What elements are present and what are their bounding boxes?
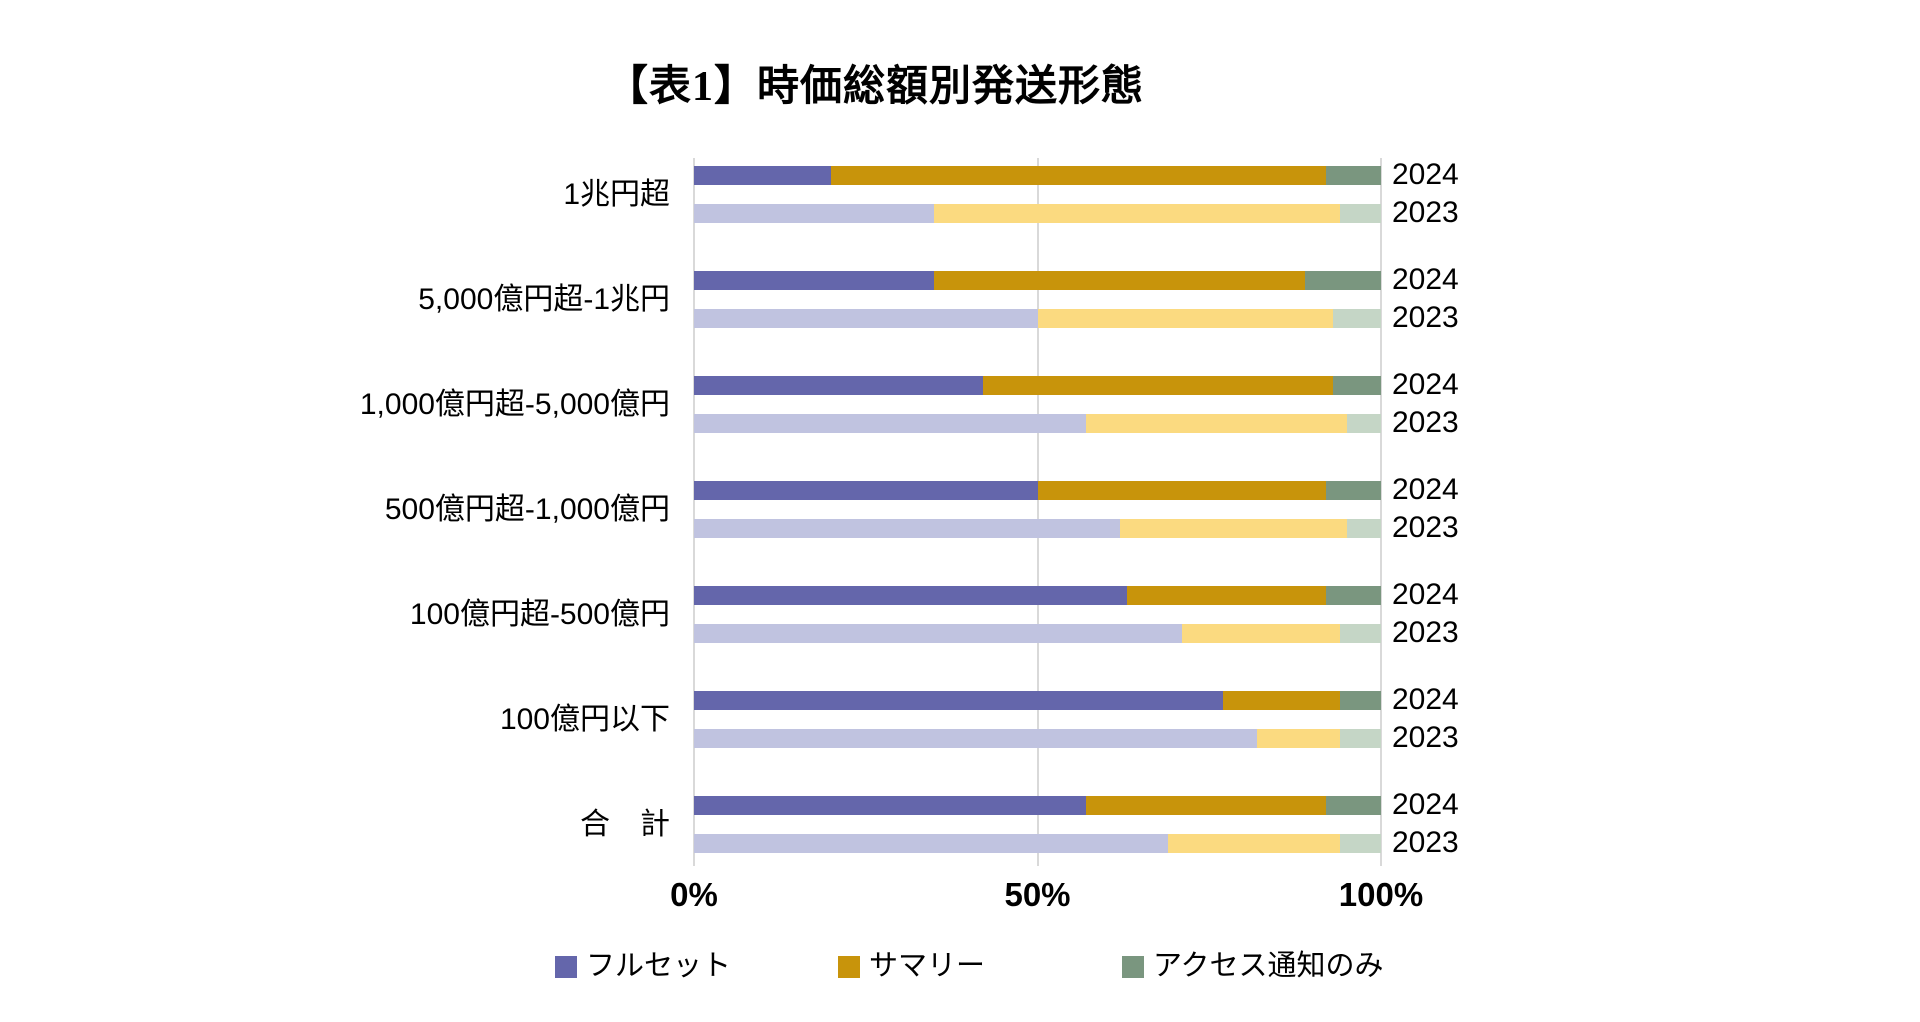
segment-サマリー-2024 bbox=[1126, 586, 1327, 605]
year-label: 2023 bbox=[1392, 721, 1459, 754]
segment-フルセット-2024 bbox=[694, 376, 983, 395]
segment-アクセス通知のみ-2024 bbox=[1326, 166, 1381, 185]
x-tick-label-100pct: 100% bbox=[1338, 876, 1424, 913]
stacked-bar-2023 bbox=[694, 414, 1381, 433]
legend-swatch-icon bbox=[838, 955, 860, 978]
segment-フルセット-2023 bbox=[694, 204, 935, 223]
year-label: 2023 bbox=[1392, 826, 1459, 859]
segment-サマリー-2023 bbox=[1037, 309, 1333, 328]
x-tick-label-50pct: 50% bbox=[1004, 876, 1071, 913]
segment-サマリー-2023 bbox=[1119, 519, 1347, 538]
segment-アクセス通知のみ-2023 bbox=[1346, 519, 1381, 538]
gridline-50 bbox=[1036, 158, 1039, 866]
segment-サマリー-2023 bbox=[1085, 414, 1347, 433]
segment-サマリー-2024 bbox=[934, 271, 1306, 290]
segment-フルセット-2023 bbox=[694, 624, 1182, 643]
year-label: 2024 bbox=[1392, 368, 1459, 401]
year-label: 2023 bbox=[1392, 301, 1459, 334]
legend-label: サマリー bbox=[869, 950, 986, 982]
segment-フルセット-2023 bbox=[694, 834, 1169, 853]
stacked-bar-2024 bbox=[694, 376, 1381, 395]
x-tick-label-0pct: 0% bbox=[670, 876, 718, 913]
segment-フルセット-2023 bbox=[694, 729, 1258, 748]
year-label: 2023 bbox=[1392, 616, 1459, 649]
segment-フルセット-2024 bbox=[694, 691, 1223, 710]
stacked-bar-2023 bbox=[694, 834, 1381, 853]
segment-サマリー-2024 bbox=[1085, 796, 1327, 815]
segment-サマリー-2024 bbox=[982, 376, 1333, 395]
stacked-bar-2023 bbox=[694, 519, 1381, 538]
segment-アクセス通知のみ-2024 bbox=[1339, 691, 1381, 710]
legend-label: アクセス通知のみ bbox=[1153, 950, 1384, 982]
segment-アクセス通知のみ-2024 bbox=[1326, 586, 1381, 605]
legend-label: フルセット bbox=[586, 950, 732, 982]
segment-サマリー-2023 bbox=[1257, 729, 1340, 748]
category-label: 5,000億円超-1兆円 bbox=[418, 283, 670, 316]
segment-フルセット-2023 bbox=[694, 414, 1086, 433]
year-label: 2024 bbox=[1392, 473, 1459, 506]
segment-アクセス通知のみ-2023 bbox=[1339, 204, 1381, 223]
legend-item: アクセス通知のみ bbox=[1122, 952, 1384, 981]
segment-アクセス通知のみ-2024 bbox=[1326, 481, 1381, 500]
segment-サマリー-2023 bbox=[934, 204, 1340, 223]
segment-アクセス通知のみ-2023 bbox=[1346, 414, 1381, 433]
category-label: 100億円超-500億円 bbox=[409, 598, 670, 631]
year-label: 2024 bbox=[1392, 788, 1459, 821]
stacked-bar-2023 bbox=[694, 624, 1381, 643]
stacked-bar-2023 bbox=[694, 309, 1381, 328]
segment-アクセス通知のみ-2023 bbox=[1332, 309, 1381, 328]
segment-アクセス通知のみ-2023 bbox=[1339, 624, 1381, 643]
category-label: 1,000億円超-5,000億円 bbox=[359, 388, 670, 421]
gridline-0 bbox=[693, 158, 695, 866]
segment-フルセット-2024 bbox=[694, 796, 1086, 815]
category-label: 合 計 bbox=[580, 808, 670, 841]
category-label: 500億円超-1,000億円 bbox=[384, 493, 670, 526]
year-label: 2024 bbox=[1392, 683, 1459, 716]
segment-サマリー-2023 bbox=[1181, 624, 1340, 643]
segment-フルセット-2024 bbox=[694, 271, 935, 290]
year-label: 2023 bbox=[1392, 406, 1459, 439]
segment-フルセット-2024 bbox=[694, 166, 832, 185]
year-label: 2023 bbox=[1392, 196, 1459, 229]
year-label: 2024 bbox=[1392, 263, 1459, 296]
gridline-100 bbox=[1380, 158, 1382, 866]
stacked-bar-2023 bbox=[694, 204, 1381, 223]
stacked-bar-2024 bbox=[694, 166, 1381, 185]
legend-swatch-icon bbox=[1122, 955, 1144, 978]
segment-アクセス通知のみ-2024 bbox=[1305, 271, 1381, 290]
legend-item: フルセット bbox=[555, 952, 731, 981]
segment-フルセット-2023 bbox=[694, 309, 1038, 328]
legend-item: サマリー bbox=[838, 952, 985, 981]
segment-サマリー-2024 bbox=[1037, 481, 1327, 500]
year-label: 2024 bbox=[1392, 158, 1459, 191]
stacked-bar-2024 bbox=[694, 481, 1381, 500]
year-label: 2024 bbox=[1392, 578, 1459, 611]
segment-アクセス通知のみ-2024 bbox=[1332, 376, 1381, 395]
segment-フルセット-2024 bbox=[694, 481, 1038, 500]
stacked-bar-2024 bbox=[694, 586, 1381, 605]
segment-アクセス通知のみ-2023 bbox=[1339, 834, 1381, 853]
legend-swatch-icon bbox=[555, 955, 577, 978]
segment-アクセス通知のみ-2023 bbox=[1339, 729, 1381, 748]
chart-title: 【表1】時価総額別発送形態 bbox=[605, 64, 1144, 110]
category-label: 100億円以下 bbox=[499, 703, 670, 736]
segment-サマリー-2024 bbox=[1222, 691, 1340, 710]
stacked-bar-2024 bbox=[694, 691, 1381, 710]
category-label: 1兆円超 bbox=[563, 178, 670, 211]
legend: フルセット サマリー アクセス通知のみ bbox=[0, 952, 1920, 992]
segment-アクセス通知のみ-2024 bbox=[1326, 796, 1381, 815]
segment-フルセット-2024 bbox=[694, 586, 1127, 605]
stacked-bar-2024 bbox=[694, 796, 1381, 815]
year-label: 2023 bbox=[1392, 511, 1459, 544]
stacked-bar-2023 bbox=[694, 729, 1381, 748]
stacked-bar-2024 bbox=[694, 271, 1381, 290]
segment-サマリー-2024 bbox=[831, 166, 1327, 185]
segment-フルセット-2023 bbox=[694, 519, 1120, 538]
segment-サマリー-2023 bbox=[1168, 834, 1340, 853]
